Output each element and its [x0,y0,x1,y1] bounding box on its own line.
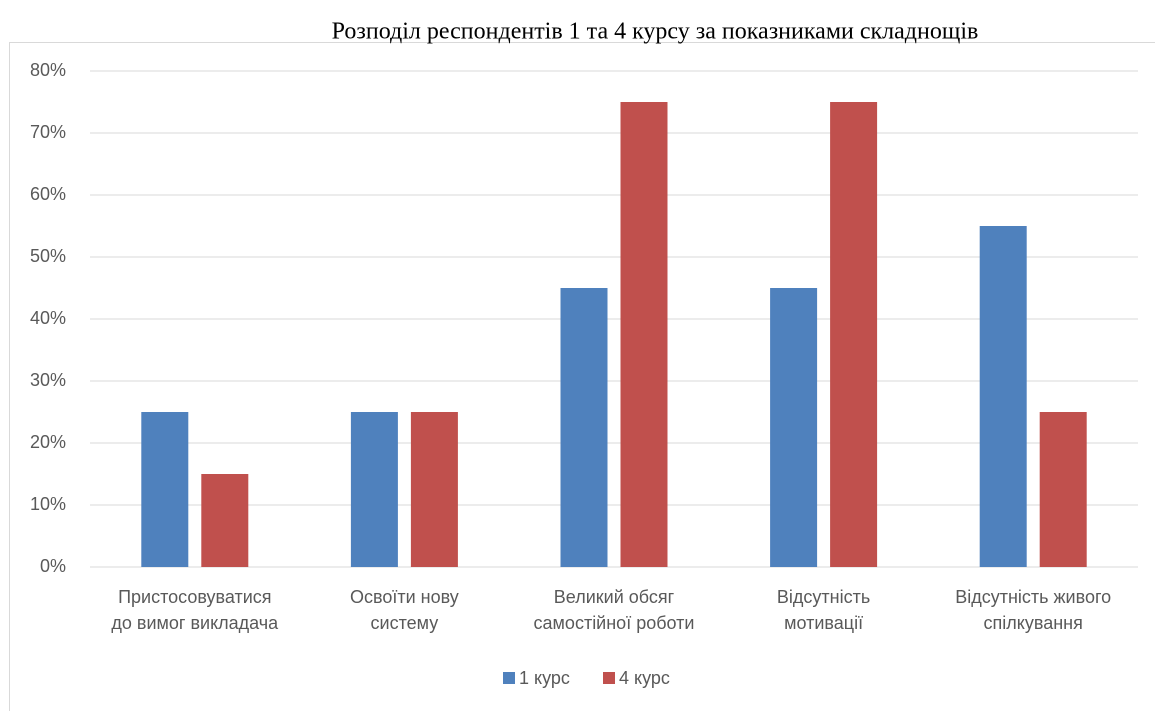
bar [1039,412,1087,567]
y-tick-label: 80% [30,60,66,80]
bar [141,412,189,567]
bar [979,226,1027,567]
x-tick-label: Освоїти нову систему [349,587,459,633]
bar [560,288,608,567]
bar [350,412,398,567]
bar [620,102,668,567]
x-tick-label: Пристосовуватися до вимог викладача [111,587,279,633]
chart-title: Розподіл респондентів 1 та 4 курсу за по… [332,19,979,45]
x-tick-label: Великий обсяг самостійної роботи [533,587,695,633]
y-tick-label: 70% [30,122,66,142]
x-tick-label: Відсутність живого спілкування [955,587,1112,633]
y-tick-label: 50% [30,246,66,266]
legend-swatch [503,672,515,684]
y-tick-label: 40% [30,308,66,328]
legend-swatch [603,672,615,684]
legend-label: 4 курс [619,668,670,688]
y-tick-label: 10% [30,494,66,514]
bar [410,412,458,567]
y-tick-label: 20% [30,432,66,452]
legend-label: 1 курс [519,668,570,688]
x-tick-label: Відсутність мотивації [776,587,871,633]
chart-border [9,42,1155,711]
y-tick-label: 60% [30,184,66,204]
y-tick-label: 0% [40,556,66,576]
bar [830,102,878,567]
bar [201,474,249,567]
y-tick-label: 30% [30,370,66,390]
bar [770,288,818,567]
